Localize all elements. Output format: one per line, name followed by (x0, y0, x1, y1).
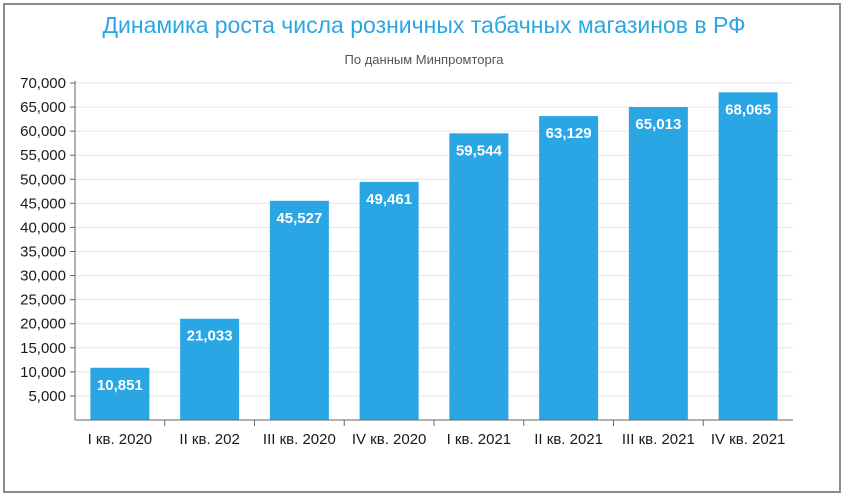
bar-value-label: 63,129 (546, 125, 592, 142)
x-category-label: I кв. 2021 (447, 431, 512, 448)
y-tick-label: 30,000 (20, 268, 66, 285)
bar (359, 181, 419, 420)
bar (449, 133, 509, 420)
y-tick-label: 25,000 (20, 292, 66, 309)
x-category-label: IV кв. 2021 (711, 431, 786, 448)
bar-value-label: 21,033 (187, 328, 233, 345)
y-tick-label: 50,000 (20, 171, 66, 188)
chart-subtitle: По данным Минпромторга (344, 52, 504, 67)
y-tick-label: 60,000 (20, 123, 66, 140)
bar-value-label: 65,013 (635, 116, 681, 133)
y-tick-label: 65,000 (20, 99, 66, 116)
y-tick-label: 70,000 (20, 75, 66, 92)
bars (90, 92, 778, 421)
x-category-label: II кв. 2021 (534, 431, 603, 448)
bar-value-label: 68,065 (725, 101, 771, 118)
bar-value-label: 49,461 (366, 191, 412, 208)
x-category-label: III кв. 2021 (622, 431, 695, 448)
chart-title: Динамика роста числа розничных табачных … (102, 12, 746, 38)
y-tick-label: 20,000 (20, 316, 66, 333)
x-category-label: II кв. 202 (179, 431, 239, 448)
bar-value-label: 45,527 (276, 210, 322, 227)
labels: 5,000 10,000 15,000 20,000 25,000 30,000 35,00… (20, 75, 785, 448)
bar (269, 200, 329, 420)
x-category-label: I кв. 2020 (88, 431, 153, 448)
axes (70, 81, 793, 426)
bar-value-label: 59,544 (456, 142, 503, 159)
y-tick-label: 55,000 (20, 147, 66, 164)
bar (90, 367, 150, 420)
y-tick-label: 10,000 (20, 364, 66, 381)
bar-value-label: 10,851 (97, 377, 143, 394)
y-tick-label: 45,000 (20, 195, 66, 212)
bar (539, 116, 599, 421)
x-category-label: III кв. 2020 (263, 431, 336, 448)
bar (718, 92, 778, 420)
y-tick-label: 5,000 (28, 388, 66, 405)
y-tick-label: 35,000 (20, 244, 66, 261)
x-category-label: IV кв. 2020 (352, 431, 427, 448)
y-tick-label: 40,000 (20, 219, 66, 236)
y-tick-label: 15,000 (20, 340, 66, 357)
bar (180, 318, 240, 420)
bar (628, 107, 688, 420)
